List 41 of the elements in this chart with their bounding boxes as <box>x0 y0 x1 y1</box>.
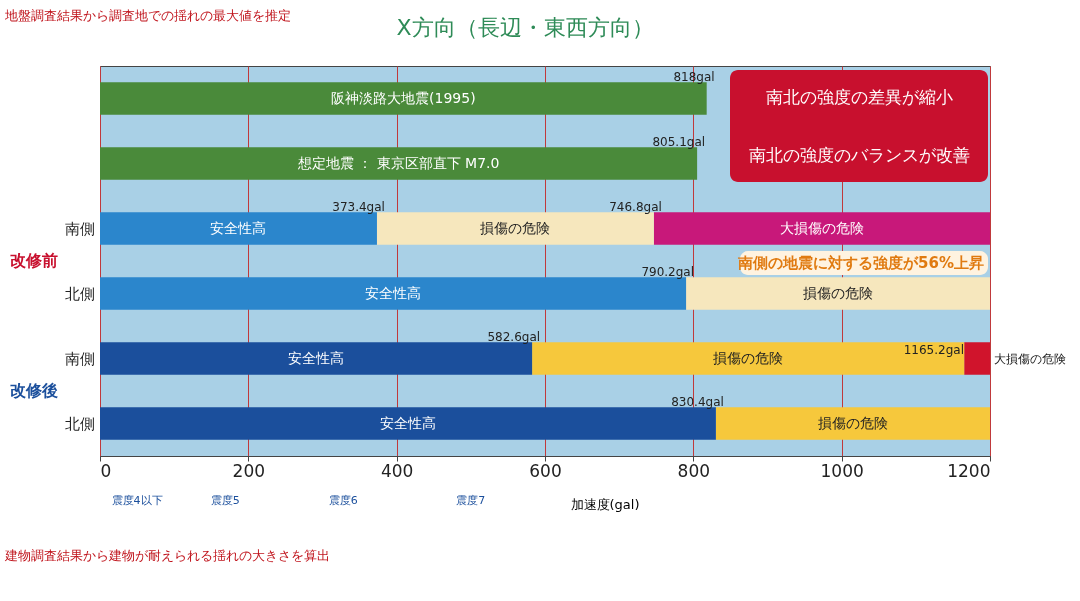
x-tick-label: 400 <box>380 460 414 481</box>
annotation: 746.8gal <box>609 199 662 214</box>
chart-title: X方向（長辺・東西方向） <box>396 15 654 40</box>
y-tick-label: 南側 <box>64 219 95 238</box>
y-tick-label: 阪神淡路大地震(1995) <box>331 89 476 106</box>
y-tick-label: 想定地震 ： 東京区部直下 M7.0 <box>296 154 500 171</box>
text: 改修前 <box>10 251 58 270</box>
annotation: 南北の強度の差異が縮小 <box>765 87 953 107</box>
x-tick-label: 200 <box>232 460 266 481</box>
text: 安全性高 <box>288 349 345 366</box>
data-label: 373.4gal <box>332 199 385 214</box>
series-label: 損傷の危険 <box>480 219 551 236</box>
text: 震度6 <box>328 494 358 507</box>
text: 地盤調査結果から調査地での揺れの最大値を推定 <box>4 8 291 23</box>
y-tick-label: 北側 <box>64 284 95 303</box>
text: 安全性高 <box>379 414 436 431</box>
series-label: 安全性高 <box>210 219 267 236</box>
text: 安全性高 <box>365 284 422 301</box>
x-tick-label: 1200 <box>947 460 991 481</box>
annotation: 南側の地震に対する強度が56%上昇 <box>737 254 984 272</box>
x-tick-label: 1000 <box>820 460 864 481</box>
x-axis-title: 加速度(gal) <box>570 496 640 512</box>
x-tick-label: 800 <box>677 460 711 481</box>
text: 大損傷の危険 <box>779 219 864 236</box>
text: 損傷の危険 <box>713 349 784 366</box>
x-tick-label: 0 <box>100 460 112 481</box>
annotation: 南北の強度のバランスが改善 <box>748 145 970 165</box>
y-tick-label: 南側 <box>64 349 95 368</box>
x-tick-label: 600 <box>529 460 562 481</box>
text: 震度4以下 <box>111 494 163 507</box>
text: 損傷の危険 <box>817 414 888 431</box>
text: 建物調査結果から建物が耐えられる揺れの大きさを算出 <box>4 548 330 563</box>
text: 震度5 <box>210 494 240 507</box>
data-label: 790.2gal <box>641 264 695 279</box>
text: 震度7 <box>456 494 486 507</box>
data-label: 582.6gal <box>487 329 541 344</box>
text: 改修後 <box>10 381 58 400</box>
y-tick-label: 北側 <box>64 414 95 433</box>
series-label: 大損傷の危険 <box>994 351 1066 366</box>
annotation: 1165.2gal <box>903 343 964 358</box>
text: 損傷の危険 <box>803 284 874 301</box>
